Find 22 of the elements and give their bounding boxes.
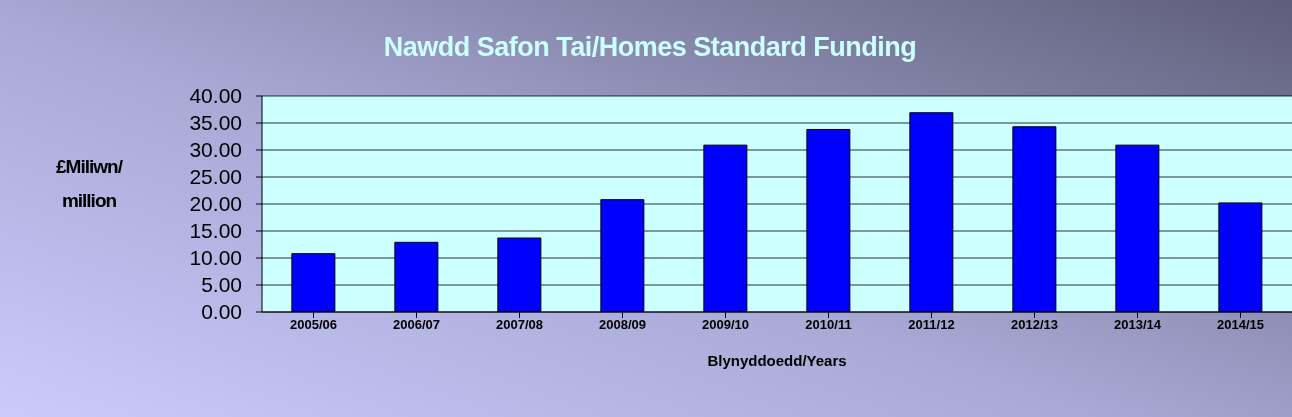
- x-tick-label: 2013/14: [1114, 317, 1162, 333]
- x-tick-label: 2008/09: [599, 317, 646, 333]
- x-tick-label: 2006/07: [393, 317, 440, 333]
- y-axis-title: £Miliwn/ million: [55, 155, 124, 213]
- y-tick-label: 30.00: [189, 138, 242, 162]
- y-tick-label: 20.00: [189, 192, 242, 216]
- x-tick-label: 2009/10: [702, 317, 749, 333]
- y-tick-label: 25.00: [189, 165, 242, 189]
- y-tick-label: 15.00: [189, 219, 242, 243]
- x-tick-label: 2010/11: [805, 317, 852, 333]
- chart-title: Nawdd Safon Tai/Homes Standard Funding: [382, 32, 918, 63]
- x-tick-label: 2011/12: [908, 317, 955, 333]
- y-tick-label: 40.00: [189, 84, 242, 108]
- y-tick-label: 35.00: [189, 111, 242, 135]
- x-tick-label: 2012/13: [1011, 317, 1058, 333]
- y-tick-label: 10.00: [189, 246, 242, 270]
- x-tick-label: 2014/15: [1217, 317, 1264, 333]
- y-tick-label: 5.00: [201, 273, 242, 297]
- x-tick-label: 2005/06: [290, 317, 337, 333]
- x-tick-label: 2007/08: [496, 317, 543, 333]
- x-axis-title: Blynyddoedd/Years: [706, 352, 848, 369]
- y-tick-label: 0.00: [201, 300, 242, 324]
